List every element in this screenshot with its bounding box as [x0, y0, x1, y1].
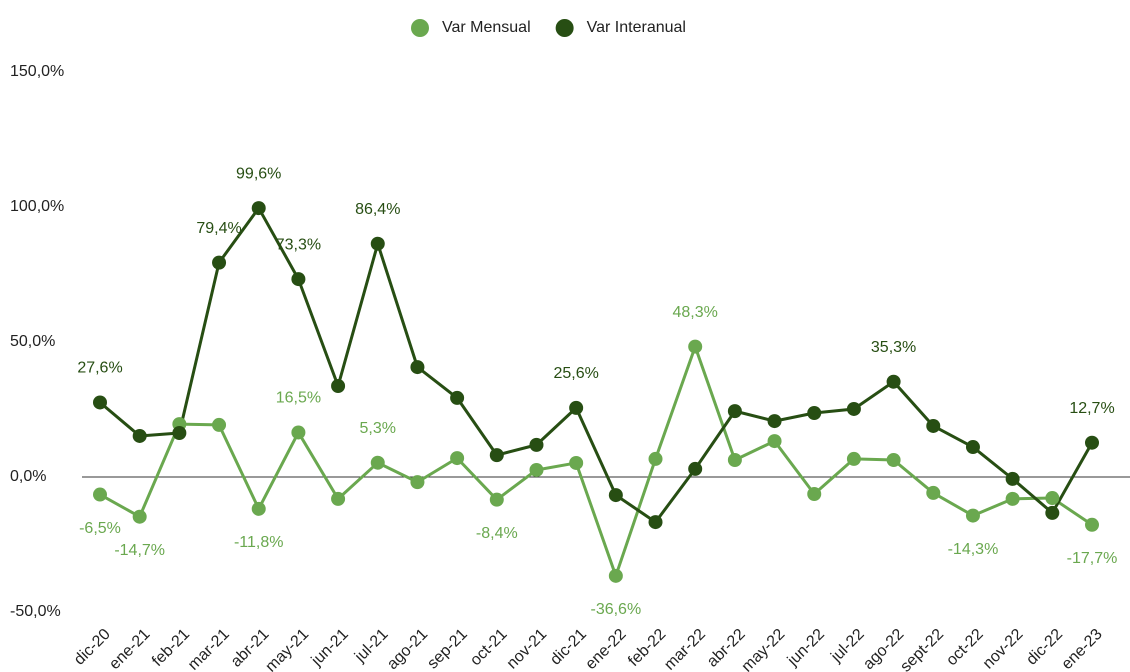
data-point — [767, 434, 782, 449]
data-point — [251, 201, 266, 216]
x-tick-label: mar-22 — [661, 626, 709, 672]
data-point — [727, 452, 742, 467]
data-point — [251, 501, 266, 516]
data-point — [569, 455, 584, 470]
data-label: 99,6% — [236, 165, 281, 182]
data-point — [1045, 491, 1060, 506]
data-point — [886, 452, 901, 467]
data-label: -36,6% — [590, 601, 641, 618]
data-point — [807, 487, 822, 502]
data-label: 16,5% — [276, 390, 321, 407]
series-line — [99, 206, 1094, 524]
y-tick-label: 50,0% — [10, 333, 55, 350]
data-point — [1045, 505, 1060, 520]
data-point — [965, 440, 980, 455]
data-point — [93, 395, 107, 410]
y-tick-label: 150,0% — [10, 63, 64, 80]
x-tick-label: ene-22 — [582, 626, 629, 672]
legend-marker — [555, 19, 574, 37]
data-label: 27,6% — [77, 360, 122, 377]
data-point — [1005, 471, 1020, 486]
x-tick-label: ene-23 — [1059, 626, 1106, 672]
data-label: 25,6% — [553, 365, 598, 382]
data-point — [648, 515, 663, 530]
data-point — [132, 509, 147, 524]
data-label: 86,4% — [355, 201, 400, 218]
data-point — [767, 414, 782, 429]
data-point — [489, 448, 504, 463]
data-point — [410, 475, 425, 490]
data-point — [370, 455, 385, 470]
data-label: 5,3% — [360, 420, 396, 437]
x-tick-label: may-21 — [262, 626, 312, 672]
data-point — [331, 491, 346, 506]
data-point — [132, 428, 147, 443]
y-tick-label: 100,0% — [10, 198, 64, 215]
data-label: 79,4% — [196, 220, 241, 237]
data-point — [1005, 491, 1020, 506]
series-line — [99, 345, 1093, 578]
data-point — [569, 400, 584, 415]
data-point — [489, 492, 504, 507]
legend-label: Var Mensual — [442, 19, 531, 36]
data-point — [450, 390, 465, 405]
x-tick-label: ago-21 — [384, 626, 431, 672]
data-point — [1085, 517, 1099, 532]
x-tick-label: ene-21 — [106, 626, 153, 672]
data-label: -14,7% — [114, 542, 165, 559]
data-point — [529, 462, 544, 477]
data-point — [688, 339, 703, 354]
x-tick-label: mar-21 — [185, 626, 233, 672]
data-point — [608, 568, 623, 583]
data-point — [926, 418, 941, 433]
data-point — [608, 488, 623, 503]
data-point — [410, 360, 425, 375]
x-tick-label: sep-21 — [424, 626, 471, 672]
data-point — [965, 508, 980, 523]
data-point — [370, 236, 385, 251]
data-label: -14,3% — [948, 541, 999, 558]
data-label: -6,5% — [79, 520, 121, 537]
data-point — [1085, 435, 1099, 450]
x-tick-label: sept-22 — [897, 626, 947, 672]
x-tick-label: oct-22 — [943, 626, 987, 670]
data-label: -17,7% — [1067, 550, 1118, 567]
data-point — [450, 451, 465, 466]
data-point — [688, 461, 703, 476]
data-label: -11,8% — [234, 534, 284, 551]
data-point — [926, 485, 941, 500]
data-point — [846, 401, 861, 416]
data-label: 35,3% — [871, 339, 916, 356]
x-tick-label: nov-22 — [980, 626, 1027, 672]
data-point — [846, 451, 861, 466]
x-tick-label: jun-21 — [308, 626, 352, 670]
data-point — [291, 272, 306, 287]
data-point — [212, 417, 227, 432]
data-point — [727, 404, 742, 419]
data-point — [807, 406, 822, 421]
data-point — [212, 255, 227, 270]
legend-marker — [411, 19, 429, 37]
x-tick-label: nov-21 — [504, 626, 551, 672]
data-point — [886, 374, 901, 389]
data-point — [529, 437, 544, 452]
x-tick-label: jun-22 — [784, 626, 828, 670]
y-tick-label: -50,0% — [10, 603, 61, 620]
data-point — [93, 487, 107, 502]
data-point — [172, 425, 187, 440]
x-tick-label: may-22 — [739, 626, 789, 672]
data-point — [331, 379, 346, 394]
x-tick-label: oct-21 — [467, 626, 511, 670]
y-tick-label: 0,0% — [10, 468, 46, 485]
data-label: 48,3% — [673, 304, 718, 321]
data-point — [648, 451, 663, 466]
legend-label: Var Interanual — [587, 19, 686, 36]
data-label: 12,7% — [1069, 400, 1114, 417]
data-point — [291, 425, 306, 440]
data-label: 73,3% — [276, 236, 321, 253]
data-label: -8,4% — [476, 525, 518, 542]
